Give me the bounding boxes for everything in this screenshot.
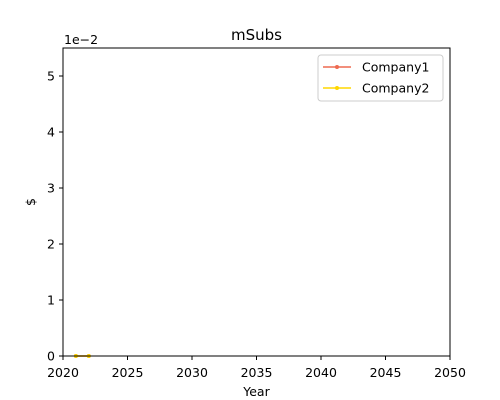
y-tick-label: 0	[47, 349, 55, 364]
legend-label-company2: Company2	[362, 81, 429, 96]
y-axis-title: $	[23, 198, 38, 206]
x-tick-label: 2040	[305, 365, 337, 380]
legend-label-company1: Company1	[362, 60, 429, 75]
legend-marker-company2	[335, 86, 339, 90]
y-tick-label: 2	[47, 237, 55, 252]
x-tick-label: 2025	[112, 365, 144, 380]
y-tick-label: 4	[47, 125, 55, 140]
y-tick-label: 5	[47, 69, 55, 84]
legend: Company1 Company2	[317, 54, 444, 102]
x-tick-label: 2030	[176, 365, 208, 380]
chart-title: mSubs	[231, 26, 282, 44]
y-axis-ticks: 0 1 2 3 4 5	[47, 69, 63, 364]
y-multiplier-label: 1e−2	[64, 32, 98, 47]
x-tick-label: 2050	[434, 365, 466, 380]
x-tick-label: 2020	[47, 365, 79, 380]
x-axis-ticks: 2020 2025 2030 2035 2040 2045 2050	[47, 356, 466, 380]
legend-marker-company1	[335, 65, 339, 69]
x-tick-label: 2045	[370, 365, 402, 380]
plot-frame	[62, 47, 451, 357]
x-tick-label: 2035	[241, 365, 273, 380]
y-tick-label: 3	[47, 181, 55, 196]
y-tick-label: 1	[47, 293, 55, 308]
x-axis-title: Year	[242, 384, 270, 399]
